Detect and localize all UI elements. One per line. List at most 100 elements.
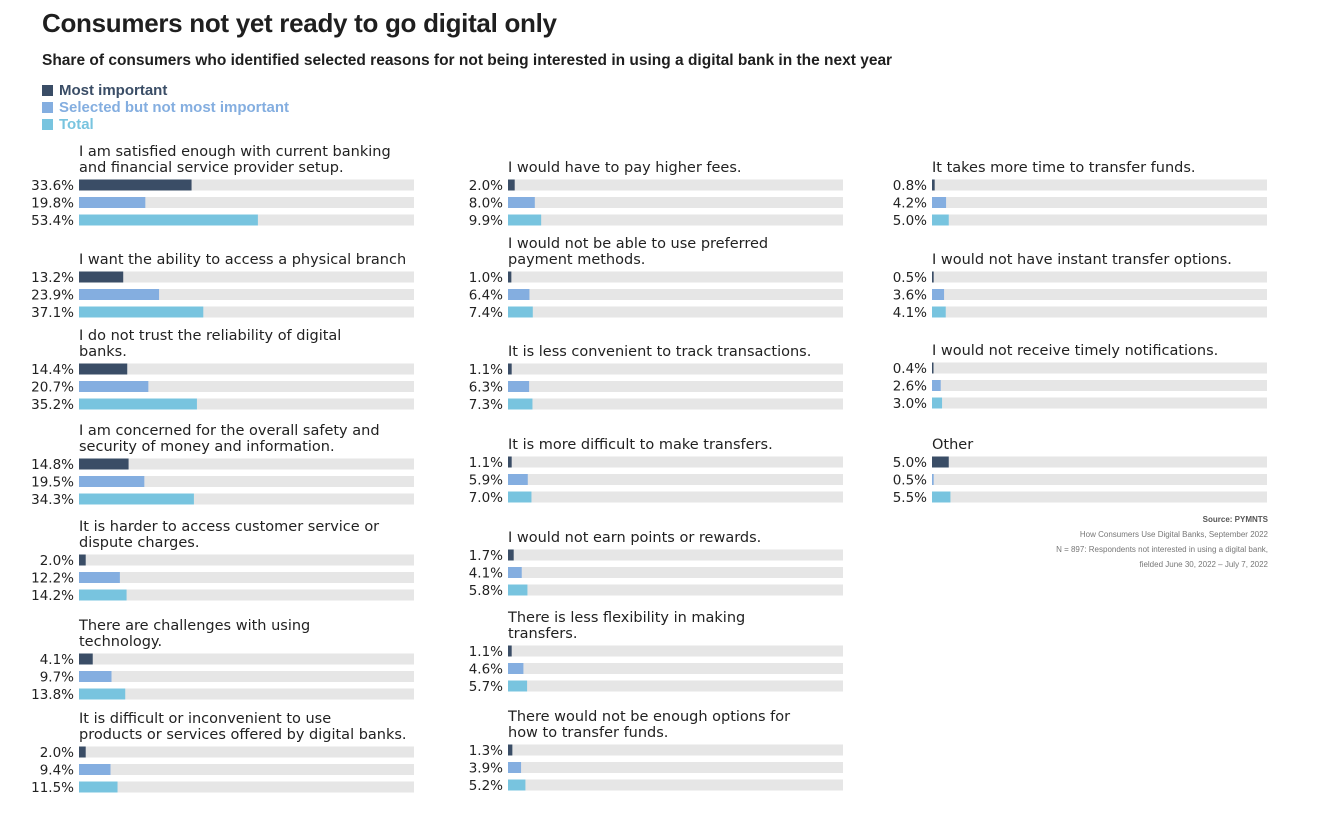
- value-label: 5.0%: [893, 455, 927, 471]
- bar-track: [79, 554, 414, 566]
- bar-track: [79, 398, 414, 410]
- bar-track: [508, 744, 843, 756]
- bar-total: [79, 781, 118, 793]
- bar-total: [79, 398, 197, 410]
- value-label: 1.1%: [469, 644, 503, 660]
- bar-most-important: [508, 363, 512, 375]
- value-label: 35.2%: [31, 397, 74, 413]
- bar-track: [508, 456, 843, 468]
- value-label: 5.0%: [893, 213, 927, 229]
- bar-most-important: [508, 271, 512, 283]
- value-label: 2.0%: [469, 178, 503, 194]
- bar-total: [932, 306, 946, 318]
- value-label: 5.7%: [469, 679, 503, 695]
- bar-total: [79, 493, 194, 505]
- value-label: 2.0%: [40, 553, 74, 569]
- bar-most-important: [508, 645, 512, 657]
- reason-group: It takes more time to transfer funds. 0.8…: [893, 160, 1267, 229]
- bar-track: [508, 289, 843, 300]
- reason-group: I am concerned for the overall safety an…: [31, 423, 414, 508]
- bar-most-important: [79, 554, 86, 566]
- value-label: 14.2%: [31, 588, 74, 604]
- value-label: 5.5%: [893, 490, 927, 506]
- reason-group: I would not earn points or rewards. 1.7% 4…: [469, 530, 843, 599]
- reason-group: I would not receive timely notifications…: [893, 343, 1267, 412]
- bar-most-important: [932, 179, 935, 191]
- value-label: 0.5%: [893, 473, 927, 489]
- reason-group: Other 5.0% 0.5%5.5%: [893, 437, 1267, 506]
- reason-label: I want the ability to access a physical …: [79, 252, 406, 268]
- bar-track: [932, 271, 1267, 283]
- source-label: Source: PYMNTS: [1202, 515, 1268, 524]
- value-label: 7.4%: [469, 305, 503, 321]
- reason-label: I would not earn points or rewards.: [508, 530, 761, 546]
- reason-group: I want the ability to access a physical …: [31, 252, 414, 321]
- reason-group: It is less convenient to track transacti…: [469, 344, 843, 413]
- bar-track: [79, 764, 414, 775]
- value-label: 3.6%: [893, 288, 927, 304]
- reason-label: I would not be able to use preferred: [508, 236, 768, 252]
- bar-track: [932, 306, 1267, 318]
- reason-label: how to transfer funds.: [508, 725, 668, 741]
- reason-label: banks.: [79, 344, 127, 360]
- bar-most-important: [79, 458, 129, 470]
- value-label: 4.1%: [40, 652, 74, 668]
- bar-track: [508, 306, 843, 318]
- value-label: 5.9%: [469, 473, 503, 489]
- reason-label: It is less convenient to track transacti…: [508, 344, 811, 360]
- reason-label: dispute charges.: [79, 535, 199, 551]
- bar-track: [79, 746, 414, 758]
- bar-track: [932, 197, 1267, 208]
- bar-most-important: [79, 271, 124, 283]
- bar-track: [79, 458, 414, 470]
- source-line: How Consumers Use Digital Banks, Septemb…: [1079, 530, 1268, 539]
- legend-swatch: [42, 102, 53, 113]
- reason-label: It takes more time to transfer funds.: [932, 160, 1196, 176]
- legend-label: Most important: [59, 82, 168, 99]
- reason-label: security of money and information.: [79, 439, 335, 455]
- bar-most-important: [79, 363, 128, 375]
- value-label: 4.1%: [469, 566, 503, 582]
- bar-selected: [508, 663, 524, 674]
- reason-label: and financial service provider setup.: [79, 160, 344, 176]
- source-note: Source: PYMNTS How Consumers Use Digital…: [1056, 512, 1268, 572]
- bar-total: [508, 779, 526, 791]
- bar-selected: [79, 381, 149, 392]
- bar-track: [932, 214, 1267, 226]
- value-label: 0.5%: [893, 270, 927, 286]
- reason-group: It is harder to access customer service …: [31, 519, 414, 604]
- bar-track: [79, 572, 414, 583]
- legend-swatch: [42, 119, 53, 130]
- value-label: 3.9%: [469, 761, 503, 777]
- value-label: 6.3%: [469, 380, 503, 396]
- bar-most-important: [932, 456, 949, 468]
- value-label: 1.0%: [469, 270, 503, 286]
- value-label: 14.4%: [31, 362, 74, 378]
- value-label: 4.1%: [893, 305, 927, 321]
- bar-track: [932, 397, 1267, 409]
- value-label: 2.0%: [40, 745, 74, 761]
- reason-label: It is more difficult to make transfers.: [508, 437, 773, 453]
- chart-title: Consumers not yet ready to go digital on…: [42, 8, 557, 38]
- reason-label: There would not be enough options for: [507, 709, 790, 725]
- bar-track: [79, 493, 414, 505]
- value-label: 7.0%: [469, 490, 503, 506]
- bar-track: [508, 663, 843, 674]
- reason-label: I do not trust the reliability of digita…: [79, 328, 341, 344]
- bar-track: [79, 589, 414, 601]
- value-label: 5.8%: [469, 583, 503, 599]
- value-label: 37.1%: [31, 305, 74, 321]
- bar-total: [508, 214, 542, 226]
- bar-track: [508, 214, 843, 226]
- bar-track: [508, 271, 843, 283]
- value-label: 13.2%: [31, 270, 74, 286]
- bar-selected: [79, 289, 160, 300]
- legend-label: Selected but not most important: [59, 99, 290, 116]
- value-label: 14.8%: [31, 457, 74, 473]
- reason-group: I would not have instant transfer option…: [893, 252, 1267, 321]
- bar-most-important: [79, 653, 93, 665]
- reason-group: I do not trust the reliability of digita…: [31, 328, 414, 413]
- bar-track: [508, 179, 843, 191]
- value-label: 9.7%: [40, 670, 74, 686]
- bar-track: [932, 289, 1267, 300]
